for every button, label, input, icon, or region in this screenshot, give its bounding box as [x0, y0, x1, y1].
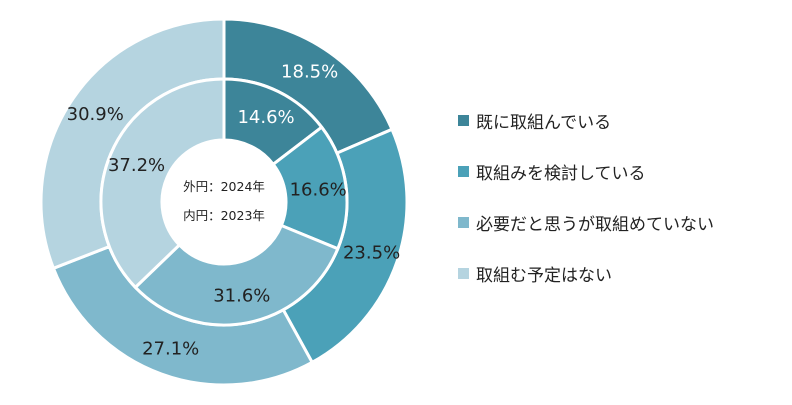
legend-item: 必要だと思うが取組めていない [458, 212, 714, 235]
value-label: 16.6% [290, 180, 347, 201]
value-label: 18.5% [281, 62, 338, 83]
value-label: 14.6% [237, 107, 294, 128]
legend-swatch [458, 267, 469, 279]
legend-item: 既に取組んでいる [458, 110, 714, 133]
value-label: 30.9% [67, 104, 124, 125]
value-label: 31.6% [213, 285, 270, 306]
legend-label: 取組みを検討している [476, 163, 646, 184]
legend-item: 取組む予定はない [458, 263, 714, 286]
center-label-outer: 外円：2024年 [183, 179, 265, 194]
legend-swatch [458, 165, 469, 177]
slice-inner-3 [99, 77, 226, 290]
value-label: 23.5% [343, 243, 400, 264]
inner-ring-2023 [99, 77, 349, 327]
value-label: 27.1% [142, 339, 199, 360]
value-labels: 18.5% 23.5% 27.1% 30.9% 14.6% 16.6% 31.6% 37.2% [67, 62, 401, 360]
outer-ring-2024 [39, 17, 409, 387]
legend-label: 必要だと思うが取組めていない [476, 214, 714, 235]
legend: 既に取組んでいる 取組みを検討している 必要だと思うが取組めていない 取組む予定… [458, 110, 714, 314]
legend-swatch [458, 114, 469, 126]
legend-item: 取組みを検討している [458, 161, 714, 184]
legend-label: 既に取組んでいる [476, 112, 612, 133]
legend-swatch [458, 216, 469, 228]
legend-label: 取組む予定はない [476, 265, 612, 286]
value-label: 37.2% [108, 155, 165, 176]
slice-inner-2 [133, 223, 340, 327]
center-label-inner: 内円：2023年 [183, 208, 265, 223]
